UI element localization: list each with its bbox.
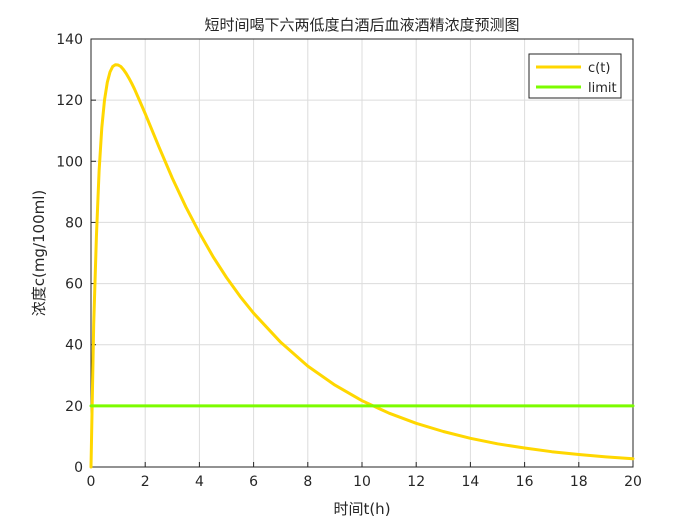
y-tick-label: 100 [56, 154, 83, 170]
ticks-layer: 0 2 4 6 8 10 12 14 16 18 20 0 20 40 60 80 100 120 140 [56, 32, 642, 490]
x-tick-label: 20 [624, 474, 642, 490]
x-tick-label: 16 [516, 474, 534, 490]
chart-title: 短时间喝下六两低度白酒后血液酒精浓度预测图 [204, 16, 519, 34]
legend-label: c(t) [588, 61, 610, 76]
grid-layer [90, 38, 634, 468]
y-tick-label: 20 [65, 399, 83, 415]
y-tick-label: 120 [56, 93, 83, 109]
x-tick-label: 4 [195, 474, 204, 490]
x-tick-label: 12 [407, 474, 425, 490]
x-tick-label: 18 [570, 474, 588, 490]
y-tick-label: 40 [65, 338, 83, 354]
series-layer [89, 63, 635, 469]
x-tick-label: 8 [303, 474, 312, 490]
y-tick-label: 60 [65, 277, 83, 293]
legend: c(t) limit [528, 53, 622, 99]
y-axis-label: 浓度c(mg/100ml) [30, 190, 48, 317]
y-tick-label: 0 [74, 460, 83, 476]
x-axis-label: 时间t(h) [333, 500, 390, 518]
y-tick-label: 80 [65, 215, 83, 231]
x-tick-label: 14 [461, 474, 479, 490]
y-tick-label: 140 [56, 32, 83, 48]
x-tick-label: 0 [87, 474, 96, 490]
x-tick-label: 2 [141, 474, 150, 490]
legend-box [528, 53, 622, 99]
x-tick-label: 10 [353, 474, 371, 490]
x-tick-label: 6 [249, 474, 258, 490]
series-line-c(t) [89, 63, 635, 469]
legend-label: limit [588, 81, 617, 96]
